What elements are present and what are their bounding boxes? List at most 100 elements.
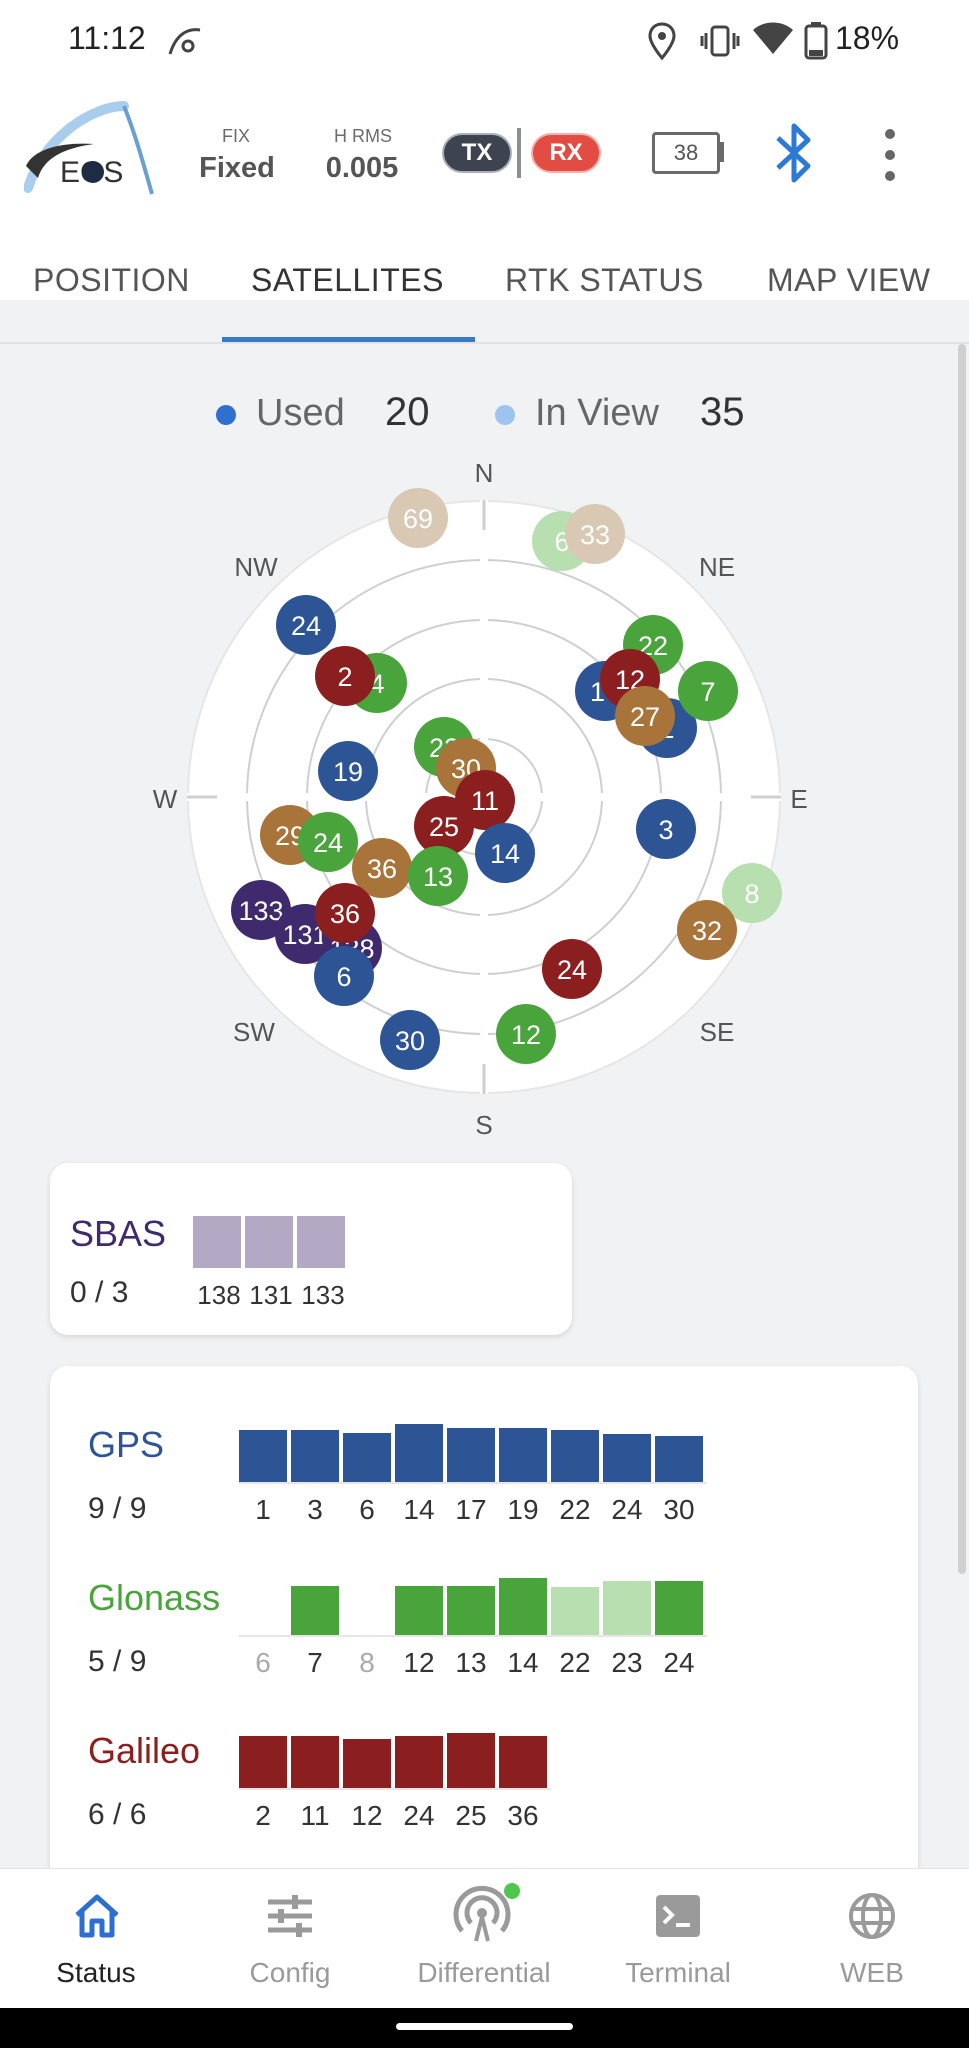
satellite-marker — [408, 846, 468, 906]
signal-bar — [655, 1581, 703, 1635]
satellite-marker — [380, 1010, 440, 1070]
bar-baseline — [395, 1635, 447, 1637]
terminal-icon — [656, 1895, 700, 1937]
nav-status[interactable]: Status — [16, 1869, 176, 2009]
satellite-marker — [352, 838, 412, 898]
satellite-label: 24 — [557, 955, 587, 985]
device-battery: 38 — [652, 132, 720, 174]
bar-baseline — [395, 1788, 447, 1790]
signal-bar — [297, 1216, 345, 1268]
satellite-beidou-36: 36 — [352, 838, 412, 898]
clock: 11:12 — [68, 20, 146, 56]
nav-config[interactable]: Config — [210, 1869, 370, 2009]
nav-terminal[interactable]: Terminal — [598, 1869, 758, 2009]
nav-status-label: Status — [56, 1957, 136, 1988]
sbas-signal-bars: 138 131 133 — [50, 1163, 572, 1335]
sliders-icon — [268, 1895, 312, 1937]
nav-web-label: WEB — [840, 1957, 904, 1988]
hrms-value: 0.005 — [325, 152, 399, 184]
constellation-count: 9 / 9 — [88, 1492, 147, 1525]
scrollbar[interactable] — [958, 344, 966, 1574]
signal-bar-label: 6 — [359, 1494, 375, 1525]
signal-bar — [551, 1430, 599, 1482]
signal-bar-label: 24 — [403, 1800, 435, 1831]
tab-satellites[interactable]: SATELLITES — [251, 262, 444, 298]
used-count: 20 — [385, 390, 430, 434]
signal-bar — [499, 1428, 547, 1482]
satellite-label: 3 — [658, 815, 673, 845]
signal-bar-label: 17 — [455, 1494, 487, 1525]
signal-bar-label: 19 — [507, 1494, 539, 1525]
signal-bar-label: 12 — [403, 1647, 435, 1678]
dir-s: S — [475, 1110, 492, 1140]
dir-n: N — [475, 458, 494, 488]
bar-baseline — [239, 1482, 291, 1484]
satellite-gps-24: 24 — [276, 595, 336, 655]
bar-baseline — [447, 1482, 499, 1484]
constellation-signal-bars: 6 7 8 12 13 14 22 23 24 — [50, 1519, 918, 1678]
satellite-marker — [231, 880, 291, 940]
satellite-marker — [475, 823, 535, 883]
satellite-label: 24 — [313, 828, 343, 858]
signal-bar — [395, 1736, 443, 1788]
signal-bar-label: 30 — [663, 1494, 695, 1525]
satellite-marker — [315, 646, 375, 706]
satellite-marker — [298, 812, 358, 872]
satellite-galileo-25: 25 — [414, 796, 474, 856]
satellite-label: 33 — [580, 520, 610, 550]
bar-baseline — [291, 1788, 343, 1790]
satellite-label: 30 — [395, 1026, 425, 1056]
dir-sw: SW — [233, 1017, 275, 1047]
bar-baseline — [343, 1635, 395, 1637]
bar-baseline — [551, 1635, 603, 1637]
bar-baseline — [239, 1788, 291, 1790]
bar-baseline — [447, 1635, 499, 1637]
eos-logo: EOS — [24, 101, 154, 195]
location-icon — [648, 22, 676, 60]
satellite-glonass-13: 13 — [408, 846, 468, 906]
nav-web[interactable]: WEB — [792, 1869, 952, 2009]
satellite-label: 19 — [333, 757, 363, 787]
used-label: Used — [256, 392, 345, 434]
satellite-galileo-36: 36 — [315, 883, 375, 943]
constellation-name: GPS — [88, 1424, 165, 1465]
bluetooth-icon[interactable] — [772, 122, 816, 184]
satellite-marker — [722, 863, 782, 923]
satellite-label: 7 — [700, 677, 715, 707]
signal-bar — [239, 1430, 287, 1482]
nav-config-label: Config — [249, 1957, 331, 1988]
bar-baseline — [499, 1482, 551, 1484]
signal-bar — [447, 1586, 495, 1635]
more-options-icon[interactable] — [874, 124, 906, 186]
tab-rtk-status[interactable]: RTK STATUS — [505, 262, 704, 298]
signal-bar — [551, 1587, 599, 1635]
tab-position[interactable]: POSITION — [33, 262, 190, 298]
signal-bar-label: 36 — [507, 1800, 539, 1831]
battery-percent: 18% — [835, 20, 900, 56]
signal-bar-label: 14 — [507, 1647, 539, 1678]
notification-app-icon — [168, 28, 201, 55]
satellite-label: 6 — [336, 962, 351, 992]
home-icon — [75, 1894, 119, 1938]
tab-map-view[interactable]: MAP VIEW — [767, 262, 931, 298]
sbas-count: 0 / 3 — [70, 1276, 129, 1309]
skyplot-ticks — [187, 500, 781, 1094]
bottom-nav: Status Config Differential Terminal — [0, 1868, 969, 2009]
nav-differential[interactable]: Differential — [404, 1869, 564, 2009]
signal-bar — [395, 1586, 443, 1635]
dir-e: E — [790, 784, 807, 814]
vibrate-icon — [700, 25, 740, 57]
satellite-glonass-8: 8 — [722, 863, 782, 923]
dir-w: W — [153, 784, 178, 814]
bar-baseline — [499, 1635, 551, 1637]
satellite-glonass-24: 24 — [298, 812, 358, 872]
tab-active-indicator — [222, 337, 475, 342]
constellation-glonass: Glonass 5 / 9 6 7 8 12 13 14 22 23 24 — [50, 1519, 918, 1678]
satellite-label: 133 — [238, 896, 283, 926]
satellite-label: 24 — [291, 611, 321, 641]
satellite-marker — [565, 504, 625, 564]
bar-baseline — [447, 1788, 499, 1790]
home-gesture-handle[interactable] — [396, 2023, 573, 2030]
signal-bar — [447, 1733, 495, 1788]
satellite-sbas-33: 33 — [565, 504, 625, 564]
